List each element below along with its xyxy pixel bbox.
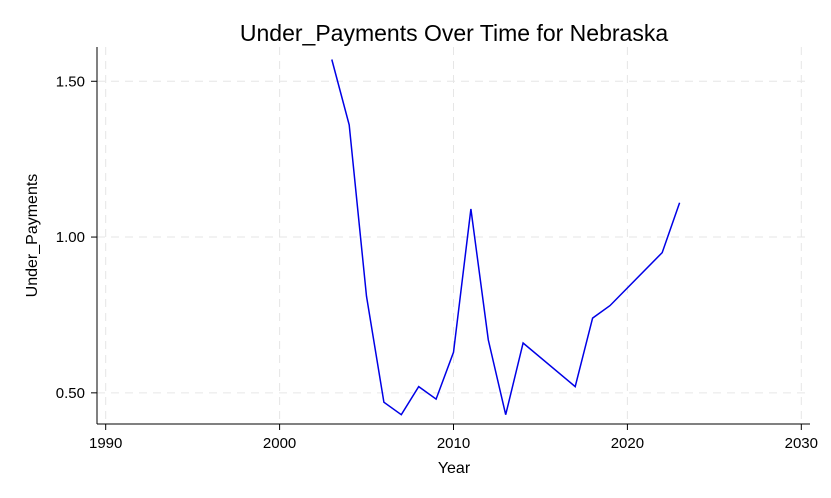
x-tick-label-4: 2030 <box>785 435 818 452</box>
y-axis-label: Under_Payments <box>24 174 41 298</box>
y-tick-label-0: 0.50 <box>56 385 85 402</box>
y-tick-label-2: 1.50 <box>56 73 85 90</box>
y-tick-label-1: 1.00 <box>56 229 85 246</box>
axes <box>91 47 810 430</box>
series-line <box>331 59 681 416</box>
chart-title: Under_Payments Over Time for Nebraska <box>240 20 668 46</box>
x-tick-label-0: 1990 <box>89 435 122 452</box>
x-tick-label-2: 2010 <box>437 435 470 452</box>
tick-labels: 1990 2000 2010 2020 2030 0.50 1.00 1.50 <box>56 73 818 452</box>
x-tick-label-3: 2020 <box>611 435 644 452</box>
series <box>331 59 681 416</box>
x-axis-label: Year <box>438 460 471 477</box>
x-tick-label-1: 2000 <box>263 435 296 452</box>
grid <box>97 47 810 424</box>
